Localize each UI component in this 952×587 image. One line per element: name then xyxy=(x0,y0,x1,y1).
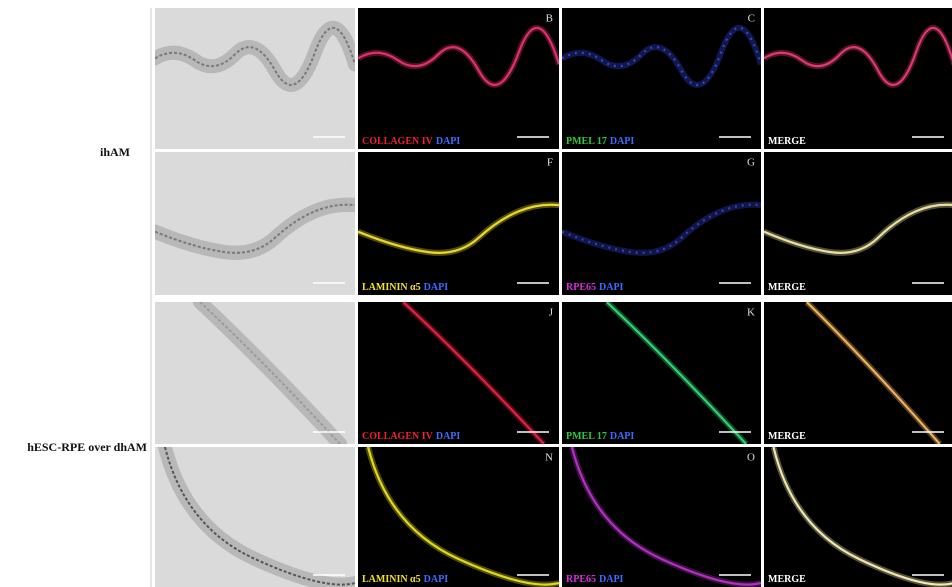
stain-label: MERGE xyxy=(768,136,806,147)
stain-name: COLLAGEN IV xyxy=(362,136,434,147)
panel-letter: G xyxy=(747,157,755,169)
panel-background xyxy=(562,302,761,444)
micrograph-panel: M xyxy=(155,447,355,587)
panel-background xyxy=(358,152,559,295)
panel-letter: K xyxy=(747,307,755,319)
stain-label: MERGE xyxy=(768,574,806,585)
stain-name: PMEL 17 xyxy=(566,136,607,147)
micrograph-panel: MERGE xyxy=(764,302,952,444)
stain-name: MERGE xyxy=(768,431,806,442)
stain-name: MERGE xyxy=(768,136,806,147)
panel-letter: M xyxy=(339,452,349,464)
stain-name: DAPI xyxy=(610,431,635,442)
stain-name: LAMININ α5 xyxy=(362,282,421,293)
group-label: ihAM xyxy=(100,145,130,159)
group-label: hESC-RPE over dhAM xyxy=(27,440,147,454)
panel-letter: E xyxy=(342,157,349,169)
stain-name: DAPI xyxy=(424,574,449,585)
panel-background xyxy=(764,447,952,587)
stain-name: MERGE xyxy=(768,282,806,293)
stain-name: DAPI xyxy=(599,282,624,293)
stain-name: RPE65 xyxy=(566,574,596,585)
micrograph-panel: C PMEL 17DAPI xyxy=(562,8,761,149)
micrograph-panel: I xyxy=(155,302,355,444)
stain-name: COLLAGEN IV xyxy=(362,431,434,442)
panel-letter: B xyxy=(546,13,553,25)
stain-name: DAPI xyxy=(610,136,635,147)
panel-background xyxy=(358,302,559,444)
stain-name: DAPI xyxy=(436,136,461,147)
micrograph-panel: MERGE xyxy=(764,152,952,295)
micrograph-panel: MERGE xyxy=(764,447,952,587)
micrograph-panel: K PMEL 17DAPI xyxy=(562,302,761,444)
micrograph-panel: E xyxy=(155,152,355,295)
panel-background xyxy=(155,152,355,295)
panel-background xyxy=(562,447,761,587)
stain-label: MERGE xyxy=(768,431,806,442)
panel-background xyxy=(562,152,761,295)
stain-label: MERGE xyxy=(768,282,806,293)
stain-name: LAMININ α5 xyxy=(362,574,421,585)
panel-letter: C xyxy=(748,13,755,25)
stain-name: MERGE xyxy=(768,574,806,585)
micrograph-panel: A xyxy=(155,8,355,149)
panel-background xyxy=(764,8,952,149)
panel-background xyxy=(764,152,952,295)
stain-label: PMEL 17DAPI xyxy=(566,431,634,442)
stain-name: RPE65 xyxy=(566,282,596,293)
panel-letter: J xyxy=(549,307,554,319)
panel-background xyxy=(358,447,559,587)
panel-letter: I xyxy=(345,307,349,319)
figure: ihAM hESC-RPE over dhAM ABCOLLAGEN IVDAP… xyxy=(0,0,952,587)
panel-letter: N xyxy=(545,452,553,464)
panel-letter: F xyxy=(547,157,553,169)
stain-name: PMEL 17 xyxy=(566,431,607,442)
stain-name: DAPI xyxy=(424,282,449,293)
panel-letter: O xyxy=(747,452,755,464)
stain-name: DAPI xyxy=(436,431,461,442)
stain-name: DAPI xyxy=(599,574,624,585)
panel-letter: A xyxy=(341,13,349,25)
micrograph-panel: MERGE xyxy=(764,8,952,149)
